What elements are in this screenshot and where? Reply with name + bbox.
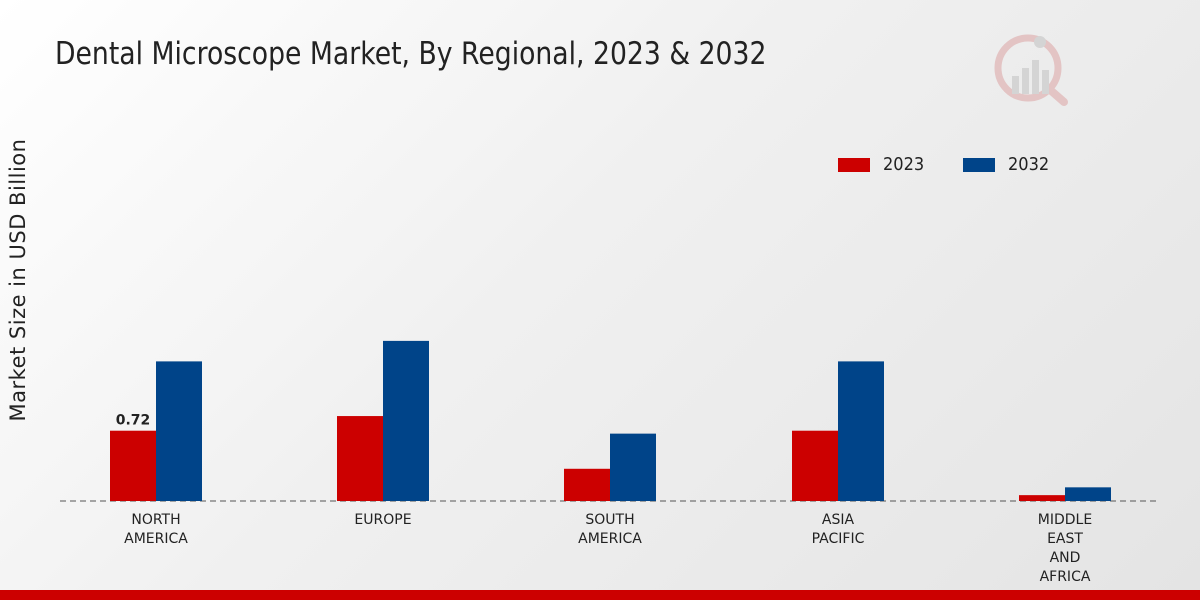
- x-tick-label-1: EUROPE: [354, 512, 411, 528]
- bar-2032-0: [156, 361, 202, 501]
- bar-2023-1: [337, 416, 383, 501]
- watermark-logo-icon: [994, 34, 1068, 106]
- x-tick-label-4: MIDDLE EAST AND AFRICA: [1038, 512, 1092, 585]
- bar-2023-4: [1019, 495, 1065, 501]
- legend-item-2023: 2023: [838, 154, 929, 175]
- bar-2032-3: [838, 361, 884, 501]
- x-tick-label-0: NORTH AMERICA: [124, 512, 188, 547]
- x-tick-label-2: SOUTH AMERICA: [578, 512, 642, 547]
- legend-label-2023: 2023: [883, 154, 925, 175]
- bar-2032-2: [610, 433, 656, 501]
- x-tick-label-3: ASIA PACIFIC: [812, 512, 865, 547]
- legend-swatch-2023: [838, 157, 870, 172]
- bar-2023-2: [564, 468, 610, 501]
- bar-2023-0: [110, 430, 156, 501]
- legend-label-2032: 2032: [1007, 154, 1050, 175]
- bar-2032-1: [383, 340, 429, 501]
- legend: 2023 2032: [838, 154, 1088, 175]
- bar-2023-3: [792, 430, 838, 501]
- bottom-accent-bar: [0, 590, 1200, 600]
- legend-swatch-2032: [962, 157, 995, 172]
- chart-title: Dental Microscope Market, By Regional, 2…: [55, 36, 767, 72]
- legend-item-2032: 2032: [962, 154, 1054, 175]
- bar-2032-4: [1065, 487, 1111, 501]
- data-label-0: 0.72: [116, 413, 151, 429]
